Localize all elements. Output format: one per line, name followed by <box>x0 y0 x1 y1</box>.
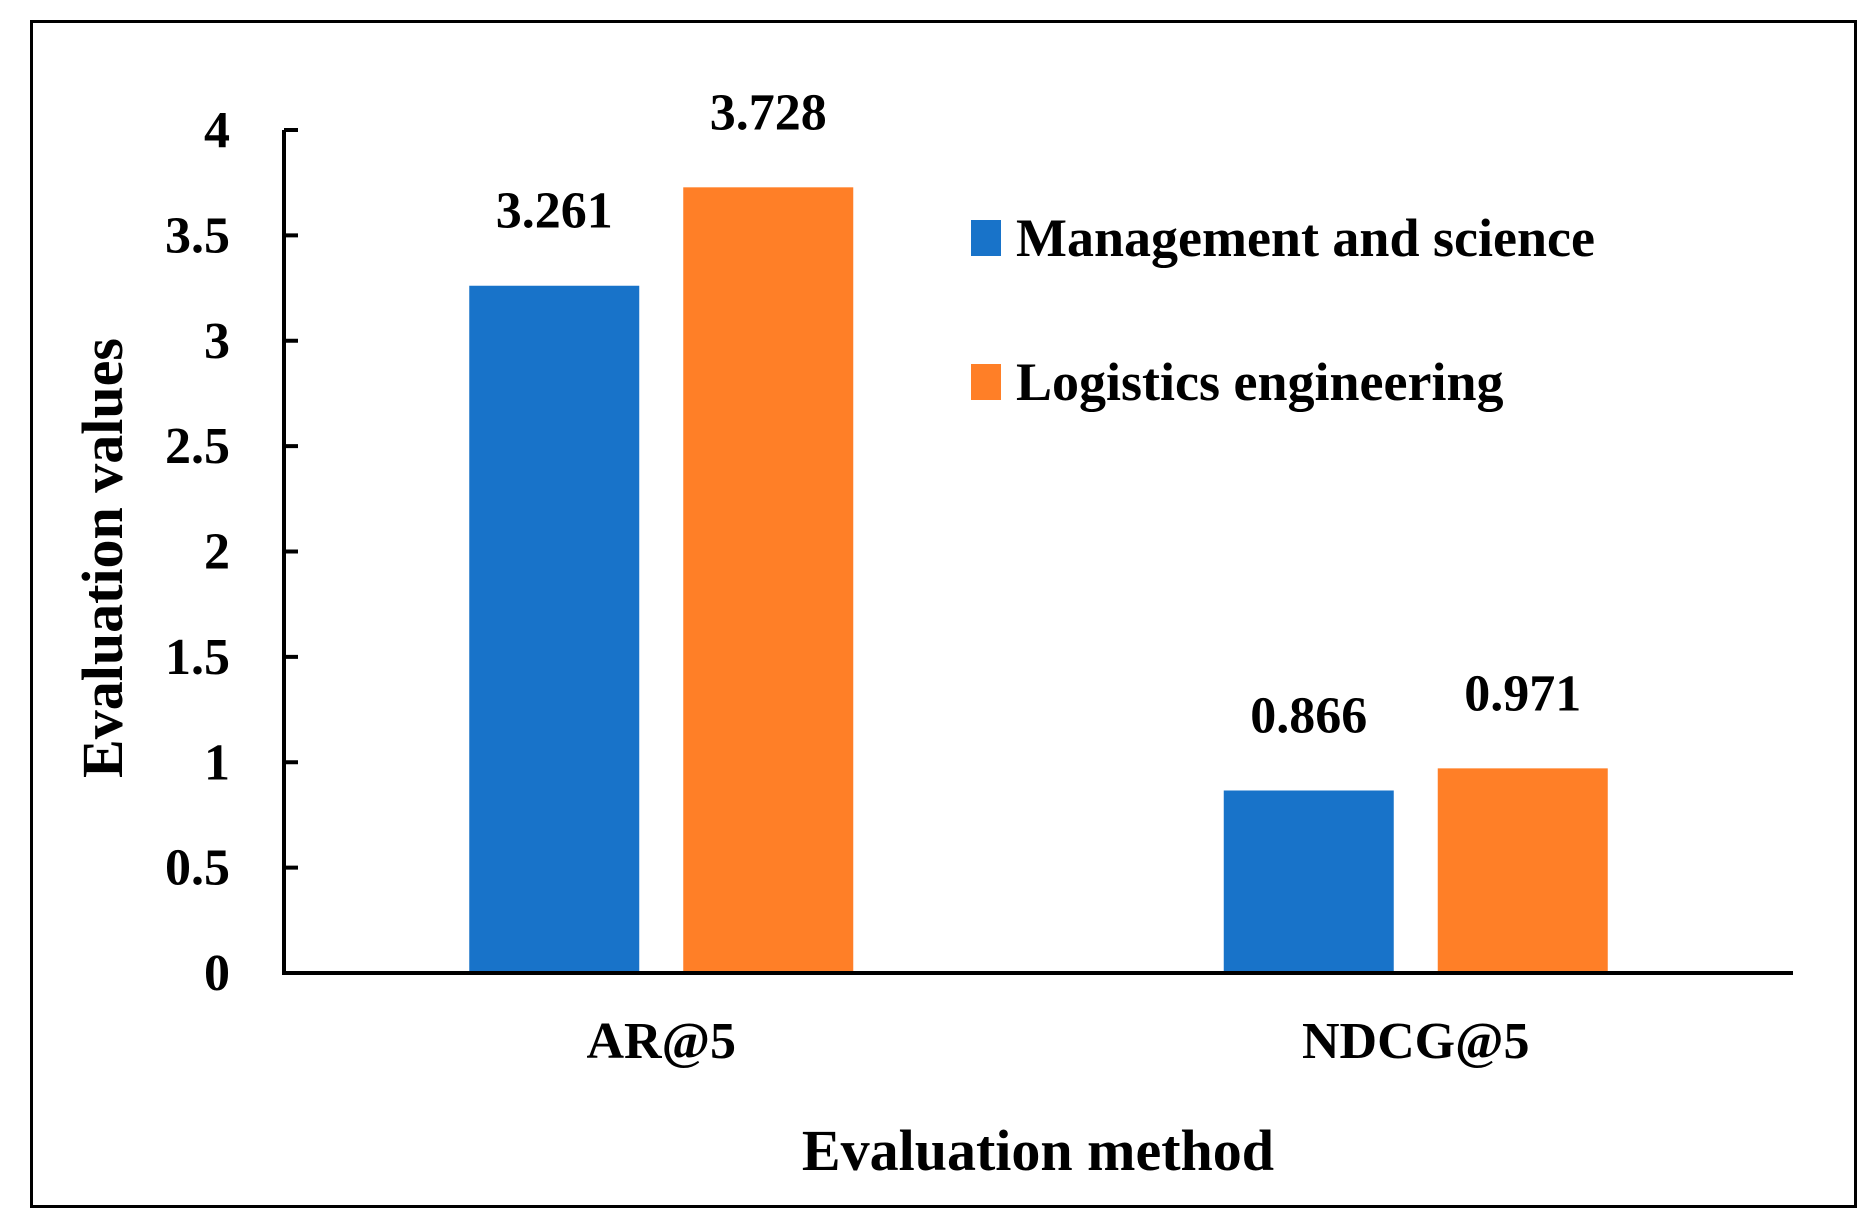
x-axis-title: Evaluation method <box>802 1118 1274 1183</box>
data-label: 0.866 <box>1250 687 1367 744</box>
legend: Management and science Logistics engineer… <box>971 208 1595 412</box>
legend-label: Management and science <box>1016 208 1595 268</box>
legend-label: Logistics engineering <box>1016 352 1503 412</box>
bar-ndcg-5-management <box>1223 790 1394 973</box>
data-labels-layer: 3.261 3.728 0.866 0.971 <box>496 84 1582 744</box>
bar-ndcg-5-logistics <box>1437 768 1608 973</box>
x-ticks-layer: AR@5 NDCG@5 <box>587 1013 1530 1070</box>
y-tick-label: 2.5 <box>165 418 230 475</box>
y-tick-label: 3 <box>204 313 230 370</box>
chart-frame <box>30 20 1857 1208</box>
y-tick-label: 2 <box>204 524 230 581</box>
bar-ar-5-logistics <box>683 187 854 974</box>
y-ticks-layer: 0 0.5 1 1.5 2 2.5 3 3.5 4 <box>165 102 298 1002</box>
x-tick-label: NDCG@5 <box>1302 1013 1529 1070</box>
data-label: 3.728 <box>710 84 827 141</box>
legend-swatch <box>971 364 1001 400</box>
bar-ar-5-management <box>469 285 640 973</box>
data-label: 3.261 <box>496 183 613 240</box>
bars-layer <box>469 187 1608 974</box>
y-tick-label: 0 <box>204 945 230 1002</box>
data-label: 0.971 <box>1464 665 1581 722</box>
y-tick-label: 4 <box>204 102 230 159</box>
y-tick-label: 1.5 <box>165 629 230 686</box>
legend-swatch <box>971 220 1001 256</box>
y-tick-label: 3.5 <box>165 207 230 264</box>
y-axis-title: Evaluation values <box>70 338 135 778</box>
y-tick-label: 0.5 <box>165 840 230 897</box>
x-tick-label: AR@5 <box>587 1013 736 1070</box>
y-tick-label: 1 <box>204 734 230 791</box>
